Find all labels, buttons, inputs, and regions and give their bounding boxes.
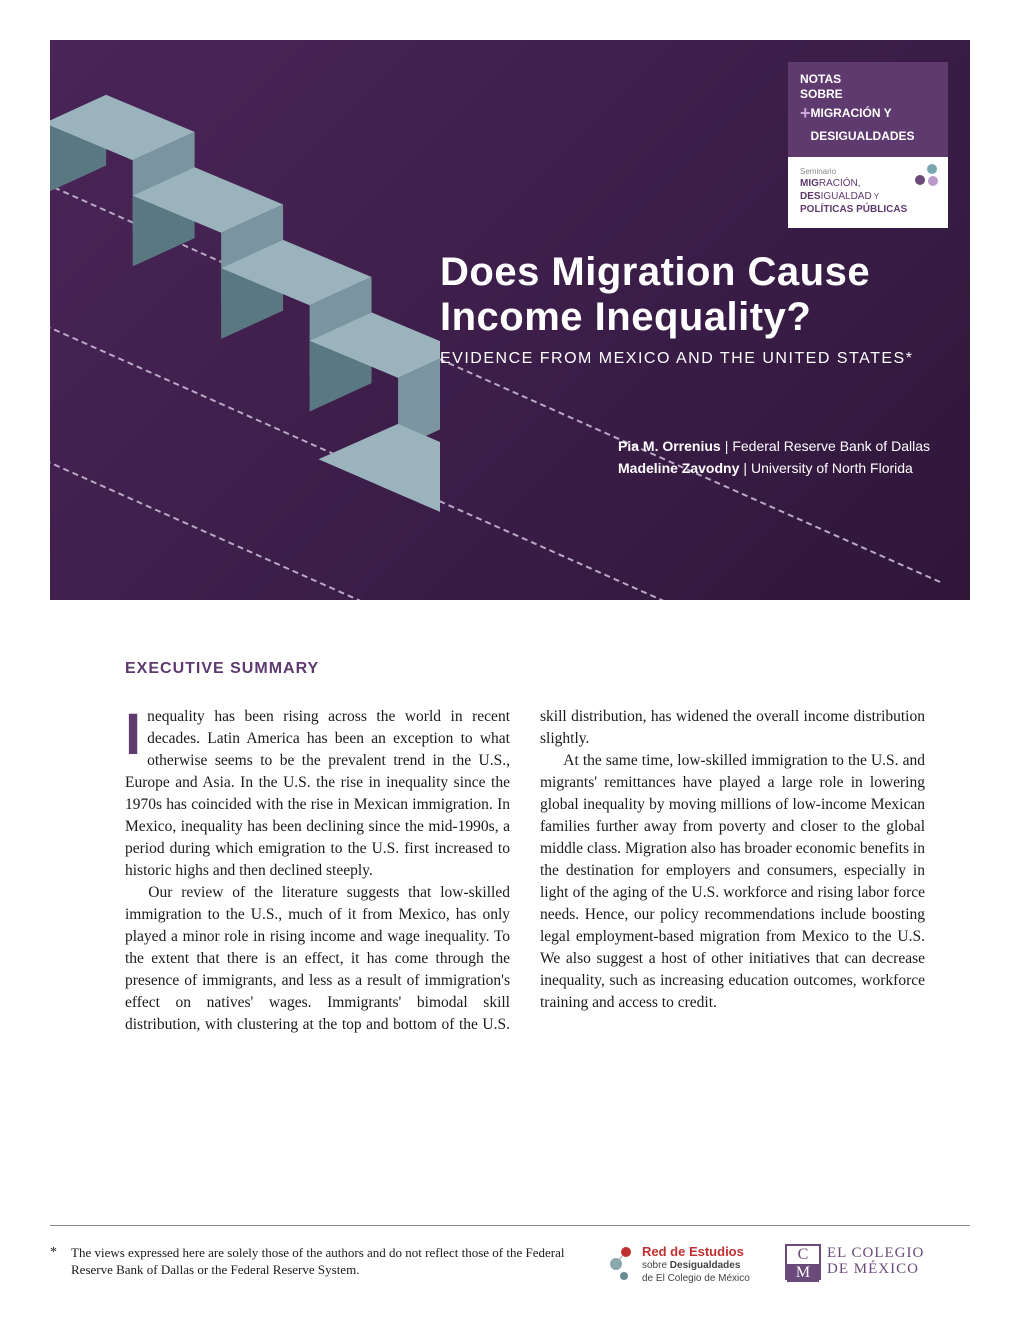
logo-red-dots-icon bbox=[610, 1246, 638, 1282]
badge2-dots-icon bbox=[900, 163, 940, 187]
colmex-text: EL COLEGIO DE MÉXICO bbox=[827, 1246, 924, 1278]
badge2-l3: POLÍTICAS PÚBLICAS bbox=[800, 203, 936, 216]
badge-notas: NOTAS SOBRE +MIGRACIÓN Y +DESIGUALDADES bbox=[788, 62, 948, 157]
colmex-mark-icon: C M bbox=[785, 1244, 821, 1280]
logo-red-l3: de El Colegio de México bbox=[642, 1273, 765, 1286]
badge1-line2: SOBRE bbox=[800, 87, 936, 102]
dropcap: I bbox=[125, 706, 147, 759]
paragraph-1: Inequality has been rising across the wo… bbox=[125, 706, 510, 882]
badge1-line3: +MIGRACIÓN Y bbox=[800, 102, 936, 125]
authors-block: Pia M. Orrenius|Federal Reserve Bank of … bbox=[618, 435, 930, 480]
footer: * The views expressed here are solely th… bbox=[50, 1225, 970, 1285]
author-row: Pia M. Orrenius|Federal Reserve Bank of … bbox=[618, 435, 930, 457]
title-line1: Does Migration Cause bbox=[440, 250, 930, 295]
footnote-mark: * bbox=[50, 1244, 57, 1279]
badge1-line1: NOTAS bbox=[800, 72, 936, 87]
stairs-graphic bbox=[50, 70, 440, 530]
footnote: * The views expressed here are solely th… bbox=[50, 1244, 590, 1279]
footnote-text: The views expressed here are solely thos… bbox=[71, 1244, 590, 1279]
badge-seminario: Seminario MIGRACIÓN, DESIGUALDAD Y POLÍT… bbox=[788, 157, 948, 228]
logo-red-l1: Red de Estudios bbox=[642, 1244, 765, 1260]
paragraph-3: At the same time, low-skilled immigratio… bbox=[540, 750, 925, 1014]
logo-red-l2: sobre Desigualdades bbox=[642, 1260, 765, 1273]
title-line2: Income Inequality? bbox=[440, 295, 930, 340]
badge2-l2: DESIGUALDAD Y bbox=[800, 190, 936, 203]
badge1-line4: +DESIGUALDADES bbox=[800, 125, 936, 148]
title-block: Does Migration Cause Income Inequality? … bbox=[440, 250, 930, 368]
author-row: Madeline Zavodny|University of North Flo… bbox=[618, 457, 930, 479]
executive-summary-heading: EXECUTIVE SUMMARY bbox=[125, 660, 970, 678]
logo-red-estudios: Red de Estudios sobre Desigualdades de E… bbox=[610, 1244, 765, 1285]
footer-rule bbox=[50, 1225, 970, 1226]
logo-colmex: C M EL COLEGIO DE MÉXICO bbox=[785, 1244, 924, 1280]
hero-banner: NOTAS SOBRE +MIGRACIÓN Y +DESIGUALDADES … bbox=[50, 40, 970, 600]
badge-stack: NOTAS SOBRE +MIGRACIÓN Y +DESIGUALDADES … bbox=[788, 62, 948, 228]
body-text: Inequality has been rising across the wo… bbox=[125, 706, 925, 1036]
subtitle: EVIDENCE FROM MEXICO AND THE UNITED STAT… bbox=[440, 350, 930, 368]
